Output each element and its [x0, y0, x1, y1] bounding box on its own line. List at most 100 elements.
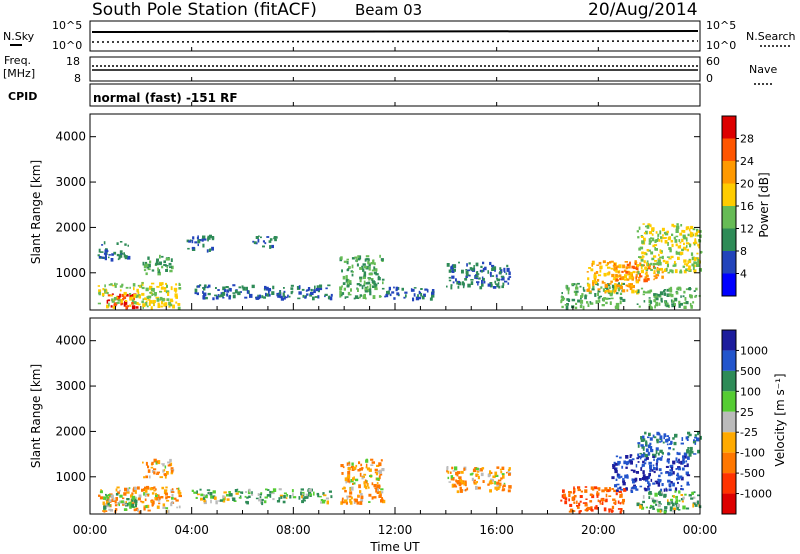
- power-echo-cell: [640, 287, 644, 290]
- power-echo-cell: [197, 239, 201, 244]
- power-echo-cell: [251, 284, 255, 289]
- power-echo-cell: [674, 239, 678, 243]
- power-echo-cell: [566, 287, 570, 291]
- velocity-echo-cell: [612, 498, 616, 501]
- velocity-echo-cell: [147, 465, 150, 469]
- velocity-echo-cell: [141, 488, 144, 492]
- velocity-echo-cell: [507, 471, 510, 473]
- velocity-echo-cell: [146, 504, 150, 509]
- nsky-tick-bottom: 10^0: [52, 39, 82, 52]
- power-echo-cell: [211, 236, 215, 239]
- power-echo-cell: [124, 301, 128, 305]
- velocity-echo-cell: [105, 494, 109, 498]
- velocity-echo-cell: [613, 501, 617, 504]
- velocity-echo-cell: [614, 462, 618, 466]
- power-echo-cell: [351, 264, 354, 269]
- velocity-echo-cell: [686, 481, 690, 485]
- power-echo-cell: [156, 285, 160, 288]
- velocity-echo-cell: [170, 462, 173, 467]
- power-echo-cell: [373, 282, 377, 285]
- power-echo-cell: [149, 260, 152, 264]
- power-echo-cell: [171, 265, 174, 270]
- velocity-echo-cell: [654, 499, 657, 503]
- velocity-echo-cell: [222, 495, 225, 499]
- power-echo-cell: [382, 281, 384, 285]
- velocity-echo-cell: [472, 468, 477, 473]
- power-echo-cell: [490, 274, 492, 278]
- power-echo-cell: [374, 284, 377, 288]
- velocity-echo-cell: [147, 469, 151, 473]
- power-echo-cell: [496, 283, 499, 288]
- power-echo-cell: [116, 297, 121, 301]
- velocity-echo-cell: [265, 488, 268, 491]
- power-echo-cell: [635, 280, 639, 284]
- velocity-echo-cell: [458, 479, 463, 483]
- power-echo-cell: [680, 224, 683, 227]
- power-echo-cell: [476, 281, 480, 284]
- power-echo-cell: [114, 302, 118, 306]
- velocity-echo-cell: [687, 447, 690, 449]
- velocity-echo-cell: [352, 483, 354, 485]
- velocity-echo-cell: [355, 464, 358, 468]
- power-echo-cell: [624, 274, 627, 279]
- velocity-echo-cell: [117, 501, 120, 506]
- velocity-echo-cell: [577, 487, 580, 491]
- velocity-echo-cell: [569, 491, 572, 494]
- velocity-echo-cell: [133, 508, 138, 511]
- power-echo-cell: [694, 295, 697, 298]
- power-echo-cell: [165, 282, 167, 285]
- velocity-echo-cell: [480, 472, 484, 477]
- power-echo-cell: [282, 292, 285, 296]
- power-echo-cell: [673, 303, 676, 307]
- power-echo-cell: [615, 302, 620, 307]
- power-ytick-label: 2000: [55, 220, 86, 234]
- power-echo-cell: [111, 284, 115, 287]
- power-echo-cell: [603, 272, 607, 277]
- power-echo-cell: [668, 247, 672, 250]
- velocity-echo-cell: [674, 433, 678, 437]
- velocity-echo-cell: [617, 487, 619, 490]
- velocity-echo-cell: [492, 475, 496, 479]
- velocity-echo-cell: [630, 490, 634, 493]
- velocity-ytick-label: 1000: [55, 470, 86, 484]
- velocity-echo-cell: [495, 474, 499, 477]
- power-echo-cell: [151, 292, 153, 296]
- velocity-echo-cell: [636, 457, 639, 460]
- velocity-echo-cell: [171, 493, 174, 497]
- power-echo-cell: [681, 229, 684, 233]
- power-echo-cell: [345, 275, 348, 279]
- power-echo-cell: [188, 240, 192, 243]
- power-echo-cell: [202, 295, 206, 300]
- power-echo-cell: [682, 265, 685, 268]
- velocity-echo-cell: [647, 436, 650, 439]
- velocity-echo-cell: [641, 465, 643, 468]
- velocity-echo-cell: [452, 477, 455, 481]
- velocity-echo-cell: [578, 502, 580, 506]
- velocity-echo-cell: [131, 503, 134, 508]
- velocity-echo-cell: [647, 475, 651, 479]
- velocity-echo-cell: [506, 471, 508, 474]
- power-echo-cell: [357, 288, 359, 292]
- power-echo-cell: [364, 290, 368, 293]
- power-echo-cell: [646, 262, 648, 266]
- velocity-echo-cell: [157, 497, 161, 502]
- power-echo-cell: [223, 289, 226, 292]
- power-echo-cell: [197, 285, 201, 288]
- power-echo-cell: [453, 268, 456, 272]
- power-echo-cell: [350, 288, 352, 292]
- velocity-echo-cell: [131, 492, 134, 495]
- power-echo-cell: [626, 263, 630, 267]
- velocity-echo-cell: [113, 500, 117, 502]
- power-echo-cell: [386, 290, 389, 294]
- power-echo-cell: [325, 287, 328, 290]
- power-colorbar-segment: [722, 116, 736, 139]
- power-echo-cell: [690, 252, 694, 256]
- power-echo-cell: [393, 286, 395, 289]
- power-echo-cell: [142, 303, 146, 308]
- power-echo-cell: [473, 265, 475, 269]
- velocity-echo-cell: [666, 443, 669, 446]
- velocity-echo-cell: [125, 501, 127, 505]
- power-echo-cell: [615, 278, 619, 282]
- velocity-echo-cell: [568, 493, 571, 498]
- power-echo-cell: [694, 238, 697, 243]
